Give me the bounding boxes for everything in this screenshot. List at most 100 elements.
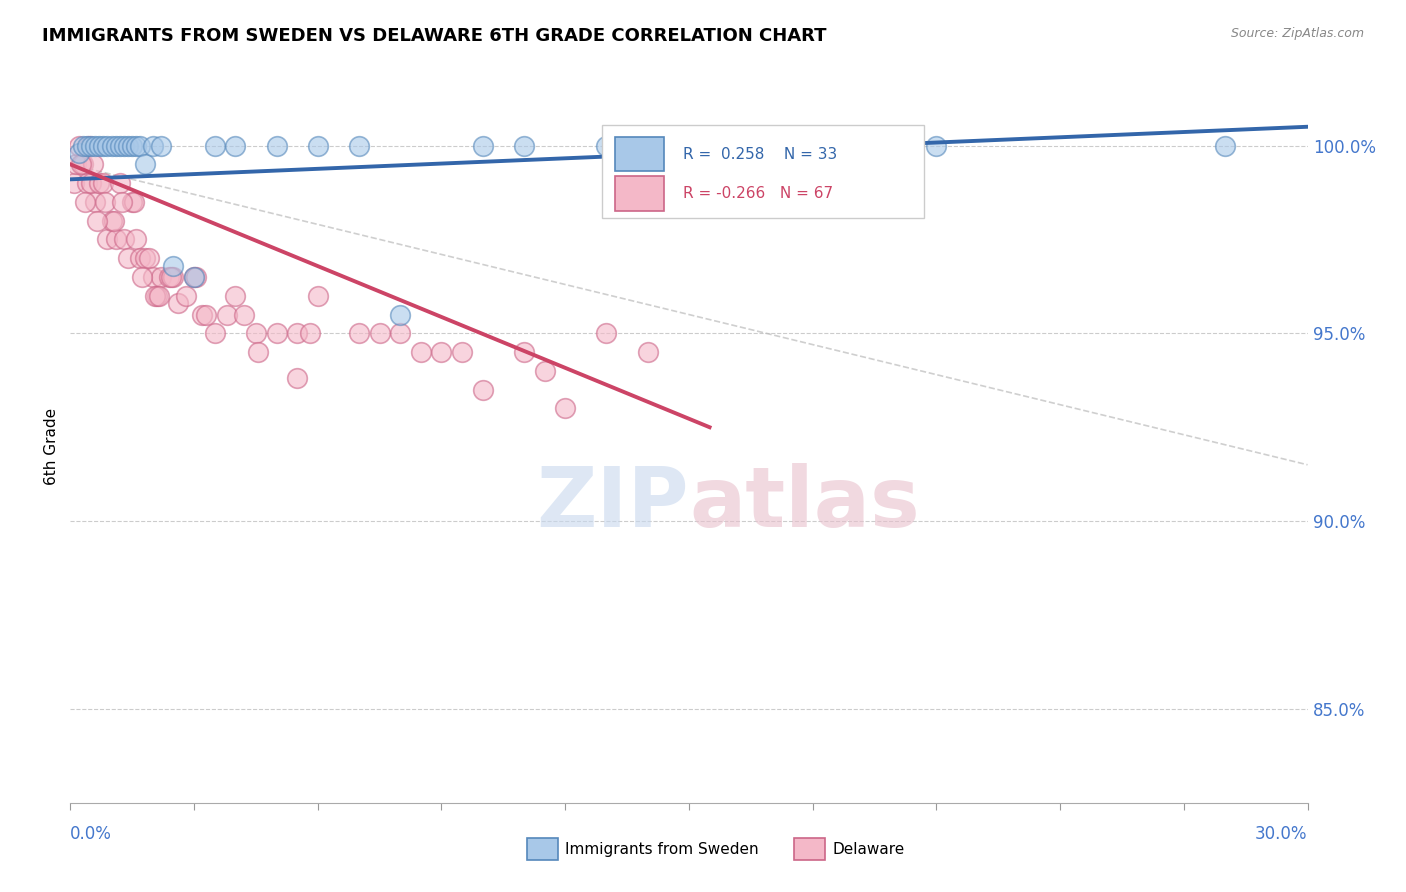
Point (72, 157, 94, 171)
Point (121, 138, 143, 153)
Point (103, 213, 125, 227)
Text: ZIP: ZIP (537, 463, 689, 543)
Point (471, 138, 494, 153)
Point (65, 157, 87, 171)
Point (298, 326, 321, 341)
Text: 0.0%: 0.0% (70, 825, 112, 843)
Point (76, 176, 98, 190)
Point (183, 270, 205, 285)
Point (232, 308, 254, 322)
Text: Delaware: Delaware (832, 842, 904, 856)
Point (143, 289, 166, 303)
Point (94, 194, 117, 209)
Point (131, 270, 153, 285)
Point (104, 138, 127, 153)
Point (409, 345, 432, 359)
Text: IMMIGRANTS FROM SWEDEN VS DELAWARE 6TH GRADE CORRELATION CHART: IMMIGRANTS FROM SWEDEN VS DELAWARE 6TH G… (42, 27, 827, 45)
Point (595, 138, 617, 153)
Point (122, 194, 145, 209)
Text: atlas: atlas (689, 463, 920, 543)
Point (554, 401, 576, 416)
Point (148, 289, 170, 303)
Point (224, 138, 246, 153)
Point (183, 270, 205, 285)
Point (389, 308, 412, 322)
Point (112, 138, 135, 153)
Point (195, 308, 218, 322)
Point (112, 232, 135, 246)
Point (84, 138, 107, 153)
Point (347, 326, 370, 341)
Point (125, 232, 148, 246)
Point (84, 194, 107, 209)
Point (368, 326, 391, 341)
Point (215, 308, 238, 322)
Point (191, 308, 214, 322)
Text: R =  0.258    N = 33: R = 0.258 N = 33 (683, 146, 837, 161)
Point (117, 138, 139, 153)
Point (121, 194, 143, 209)
Point (451, 345, 474, 359)
Point (266, 138, 288, 153)
Point (100, 138, 122, 153)
Point (513, 345, 536, 359)
Point (96, 138, 118, 153)
Point (67, 146, 90, 161)
Point (111, 194, 134, 209)
Point (77, 138, 100, 153)
Point (134, 157, 156, 171)
Bar (614, 177, 664, 211)
Point (184, 270, 207, 285)
Point (471, 383, 494, 397)
Point (69, 157, 91, 171)
Point (347, 138, 370, 153)
Point (134, 251, 156, 265)
Point (129, 251, 152, 265)
Point (108, 176, 131, 190)
Point (307, 138, 329, 153)
Point (108, 138, 131, 153)
Point (146, 289, 169, 303)
Point (96, 232, 118, 246)
Text: R = -0.266   N = 67: R = -0.266 N = 67 (683, 186, 832, 201)
Point (142, 270, 165, 285)
Point (150, 270, 173, 285)
Point (91, 138, 114, 153)
Point (204, 138, 226, 153)
Point (73, 194, 96, 209)
Point (307, 289, 329, 303)
Point (637, 138, 659, 153)
Point (129, 138, 152, 153)
Point (125, 138, 148, 153)
Point (430, 345, 453, 359)
Point (72, 138, 94, 153)
Point (117, 251, 139, 265)
Point (245, 326, 267, 341)
Point (595, 326, 617, 341)
Point (138, 251, 160, 265)
Point (89, 138, 111, 153)
Point (150, 138, 173, 153)
Point (533, 364, 555, 378)
Text: 30.0%: 30.0% (1256, 825, 1308, 843)
Point (67, 138, 90, 153)
Point (224, 289, 246, 303)
Point (285, 371, 308, 385)
Point (82, 157, 104, 171)
Point (91, 176, 114, 190)
Point (157, 270, 180, 285)
Point (1213, 138, 1236, 153)
Point (142, 138, 165, 153)
Point (246, 345, 269, 359)
Text: Immigrants from Sweden: Immigrants from Sweden (565, 842, 759, 856)
Point (63, 176, 86, 190)
Point (80, 138, 103, 153)
Point (166, 296, 188, 310)
Point (285, 326, 308, 341)
Point (162, 259, 184, 273)
Text: Source: ZipAtlas.com: Source: ZipAtlas.com (1230, 27, 1364, 40)
Point (204, 326, 226, 341)
FancyBboxPatch shape (602, 125, 924, 218)
Point (389, 326, 412, 341)
Point (174, 289, 197, 303)
